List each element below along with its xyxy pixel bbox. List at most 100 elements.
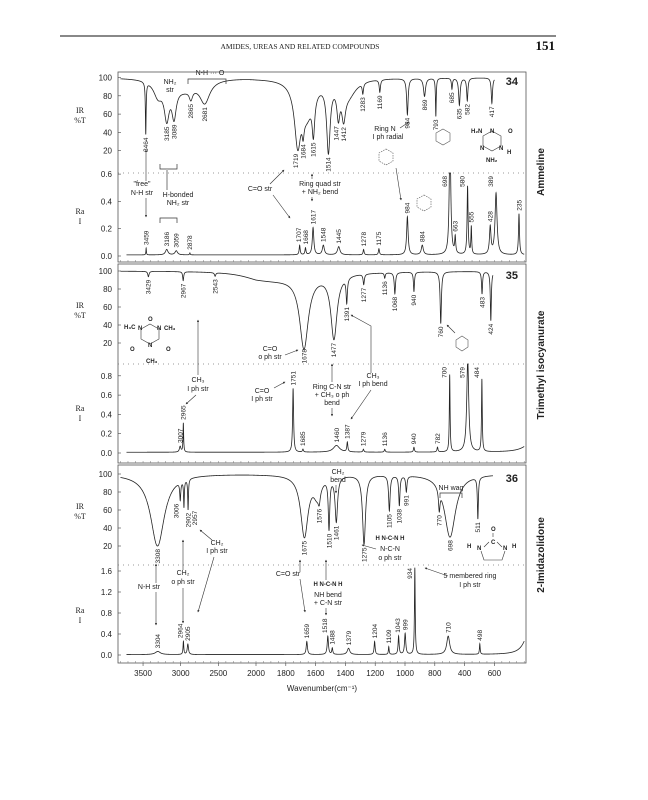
ir-peak-label: 1461 xyxy=(334,525,341,540)
arrow xyxy=(272,194,291,219)
raman-tick-label: 0.6 xyxy=(101,170,113,179)
ir-peak-label: 1447 xyxy=(334,126,341,141)
arrow xyxy=(350,389,372,420)
annotation-h-bonded: H-bonded xyxy=(163,192,194,199)
raman-spectrum-line xyxy=(126,363,525,453)
raman-tick-label: 0.0 xyxy=(101,651,113,660)
ir-peak-label: 1275 xyxy=(361,547,368,562)
trimethyl-isocyanurate-structure: H₃C N O N CH₃ O N O CH₃ xyxy=(124,317,176,365)
svg-text:CH₃: CH₃ xyxy=(146,359,158,365)
bracket xyxy=(159,164,178,170)
ring-diagram xyxy=(416,194,432,212)
svg-text:N: N xyxy=(499,146,503,152)
raman-peak-label: 1751 xyxy=(290,371,297,386)
raman-peak-label: 1175 xyxy=(376,231,383,245)
bracket xyxy=(159,217,178,223)
svg-text:H: H xyxy=(507,150,511,156)
svg-text:N: N xyxy=(503,546,507,552)
ir-peak-label: 1068 xyxy=(392,296,399,311)
x-tick-label: 2500 xyxy=(209,669,227,678)
x-tick-label: 1200 xyxy=(366,669,384,678)
ir-unit: %T xyxy=(74,116,86,125)
ir-tick-label: 80 xyxy=(103,285,112,294)
ir-peak-label: 1391 xyxy=(344,307,351,322)
ir-tick-label: 40 xyxy=(103,128,112,137)
raman-peak-label: 710 xyxy=(446,622,453,633)
ir-peak-label: 2543 xyxy=(212,279,219,294)
ir-peak-label: 2967 xyxy=(180,283,187,298)
svg-text:N: N xyxy=(480,146,484,152)
ir-tick-label: 40 xyxy=(103,524,112,533)
raman-peak-label: 782 xyxy=(435,433,442,444)
bracket xyxy=(187,78,227,84)
x-tick-label: 3000 xyxy=(172,669,190,678)
arrow xyxy=(350,314,372,373)
annotation-co-str: C=O str xyxy=(276,571,301,578)
annotation-ch2-bend: bend xyxy=(330,477,346,484)
ir-peak-label: 1169 xyxy=(377,95,384,109)
ir-peak-label: 3089 xyxy=(171,124,178,139)
raman-peak-label: 940 xyxy=(411,433,418,444)
ir-tick-label: 80 xyxy=(103,488,112,497)
ir-tick-label: 100 xyxy=(99,267,113,276)
ir-peak-label: 1277 xyxy=(361,287,368,302)
ir-tick-label: 40 xyxy=(103,321,112,330)
ring-diagram xyxy=(435,128,451,146)
ir-peak-label: 635 xyxy=(457,108,464,119)
ir-peak-label: 3006 xyxy=(174,503,181,518)
panel-number-36: 36 xyxy=(506,473,518,485)
ir-peak-label: 582 xyxy=(465,104,472,115)
annotation-nh-bend: + C-N str xyxy=(314,600,343,607)
panel-34-annotations: NH₂ str N-H ··· O Ring N I ph radial "fr… xyxy=(131,70,513,223)
annotation-ring-quad: + NH₂ bend xyxy=(302,189,338,196)
raman-peak-label: 1518 xyxy=(322,618,329,633)
raman-tick-label: 0.2 xyxy=(101,225,113,234)
x-axis-title: Wavenumber(cm⁻¹) xyxy=(287,684,357,693)
annotation-ch3-bend: I ph bend xyxy=(358,381,387,388)
annotation-nh-str: N-H str xyxy=(138,584,161,591)
ring-diagram xyxy=(455,335,469,352)
raman-peak-label: 1685 xyxy=(300,431,307,446)
annotation-nh-o: N-H ··· O xyxy=(196,70,225,77)
arrow xyxy=(395,167,402,201)
ir-tick-label: 60 xyxy=(103,303,112,312)
raman-tick-label: 0.0 xyxy=(101,449,113,458)
ra-label: Ra xyxy=(76,606,85,615)
raman-peak-label: 1659 xyxy=(304,624,311,639)
ir-peak-label: 1678 xyxy=(301,349,308,364)
raman-peak-label: 235 xyxy=(516,199,523,210)
raman-peak-label: 1707 xyxy=(296,227,303,242)
annotation-ch2-oph: o ph str xyxy=(171,579,195,586)
raman-peak-label: 3459 xyxy=(143,230,150,245)
ir-peak-label: 3308 xyxy=(155,549,162,564)
svg-text:N: N xyxy=(477,546,481,552)
annotation-nh2-str: NH₂ xyxy=(164,79,177,86)
raman-peak-label: 884 xyxy=(420,231,427,242)
raman-peak-label: 1445 xyxy=(336,229,343,244)
x-tick-label: 1400 xyxy=(337,669,355,678)
raman-peak-label: 579 xyxy=(460,367,467,378)
ir-tick-label: 60 xyxy=(103,506,112,515)
ir-tick-label: 60 xyxy=(103,110,112,119)
x-tick-label: 1600 xyxy=(307,669,325,678)
annotation-free-nh: "free" xyxy=(133,181,151,188)
svg-text:O: O xyxy=(508,129,513,135)
ir-peak-label: 770 xyxy=(437,515,444,526)
raman-peak-label: 555 xyxy=(469,211,476,222)
raman-peak-label: 984 xyxy=(405,202,412,213)
annotation-nh-wag: NH wag xyxy=(439,485,464,492)
annotation-ring-quad: Ring quad str xyxy=(299,181,341,188)
svg-text:H₃C: H₃C xyxy=(124,325,136,331)
annotation-ring-cn: bend xyxy=(324,400,340,407)
raman-peak-label: 3186 xyxy=(164,231,171,246)
annotation-co-iph: I ph str xyxy=(251,396,273,403)
annotation-ch2-oph: CH₂ xyxy=(177,570,190,577)
raman-peak-label: 1279 xyxy=(361,431,368,446)
raman-peak-label: 1387 xyxy=(345,424,352,439)
ir-tick-label: 20 xyxy=(103,339,112,348)
raman-peak-label: 1617 xyxy=(310,210,317,225)
arrow xyxy=(446,324,456,334)
svg-text:N: N xyxy=(138,326,142,332)
ir-peak-label: 3185 xyxy=(164,126,171,141)
